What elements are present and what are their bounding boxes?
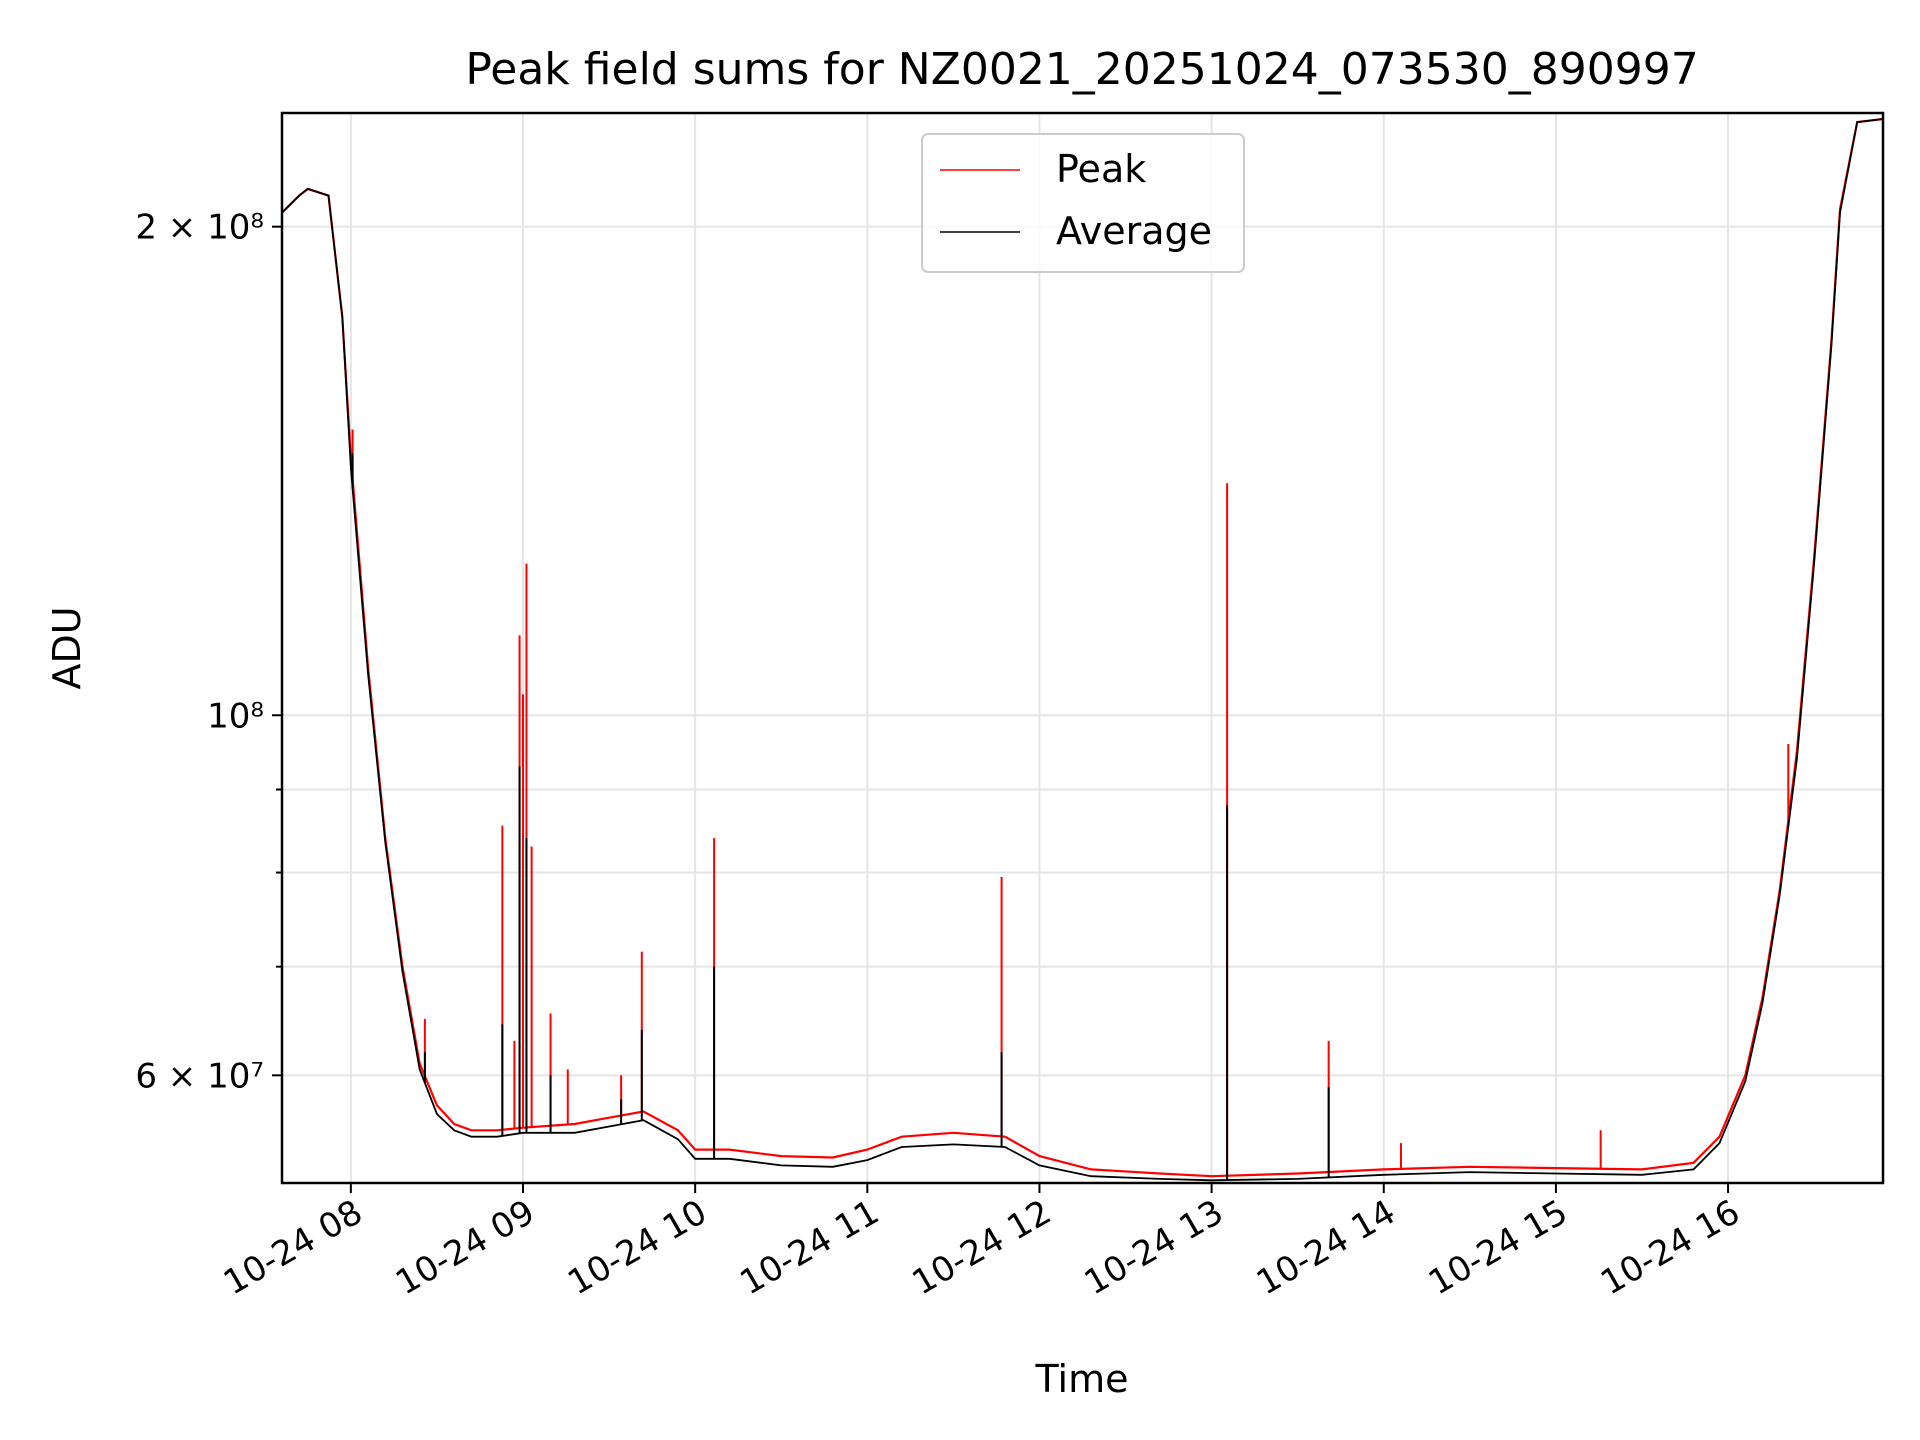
plot-frame: [280, 111, 1885, 1185]
legend-average-label: Average: [1056, 209, 1212, 253]
legend: Peak Average: [921, 133, 1245, 273]
y-tick-label: 10⁸: [207, 696, 264, 736]
legend-box: [921, 133, 1245, 273]
legend-peak-label: Peak: [1056, 147, 1146, 191]
y-tick-label: 2 × 10⁸: [135, 208, 264, 248]
series-layer: [282, 117, 1883, 1182]
y-axis: 6 × 10⁷ 10⁸ 2 × 10⁸: [135, 208, 282, 1096]
x-axis-label: Time: [1035, 1357, 1129, 1401]
average-series-line: [282, 118, 1883, 1182]
y-tick-label: 6 × 10⁷: [135, 1056, 264, 1096]
grid: [282, 113, 1883, 1183]
y-axis-label: ADU: [45, 606, 89, 689]
chart-title: Peak field sums for NZ0021_20251024_0735…: [465, 44, 1698, 95]
